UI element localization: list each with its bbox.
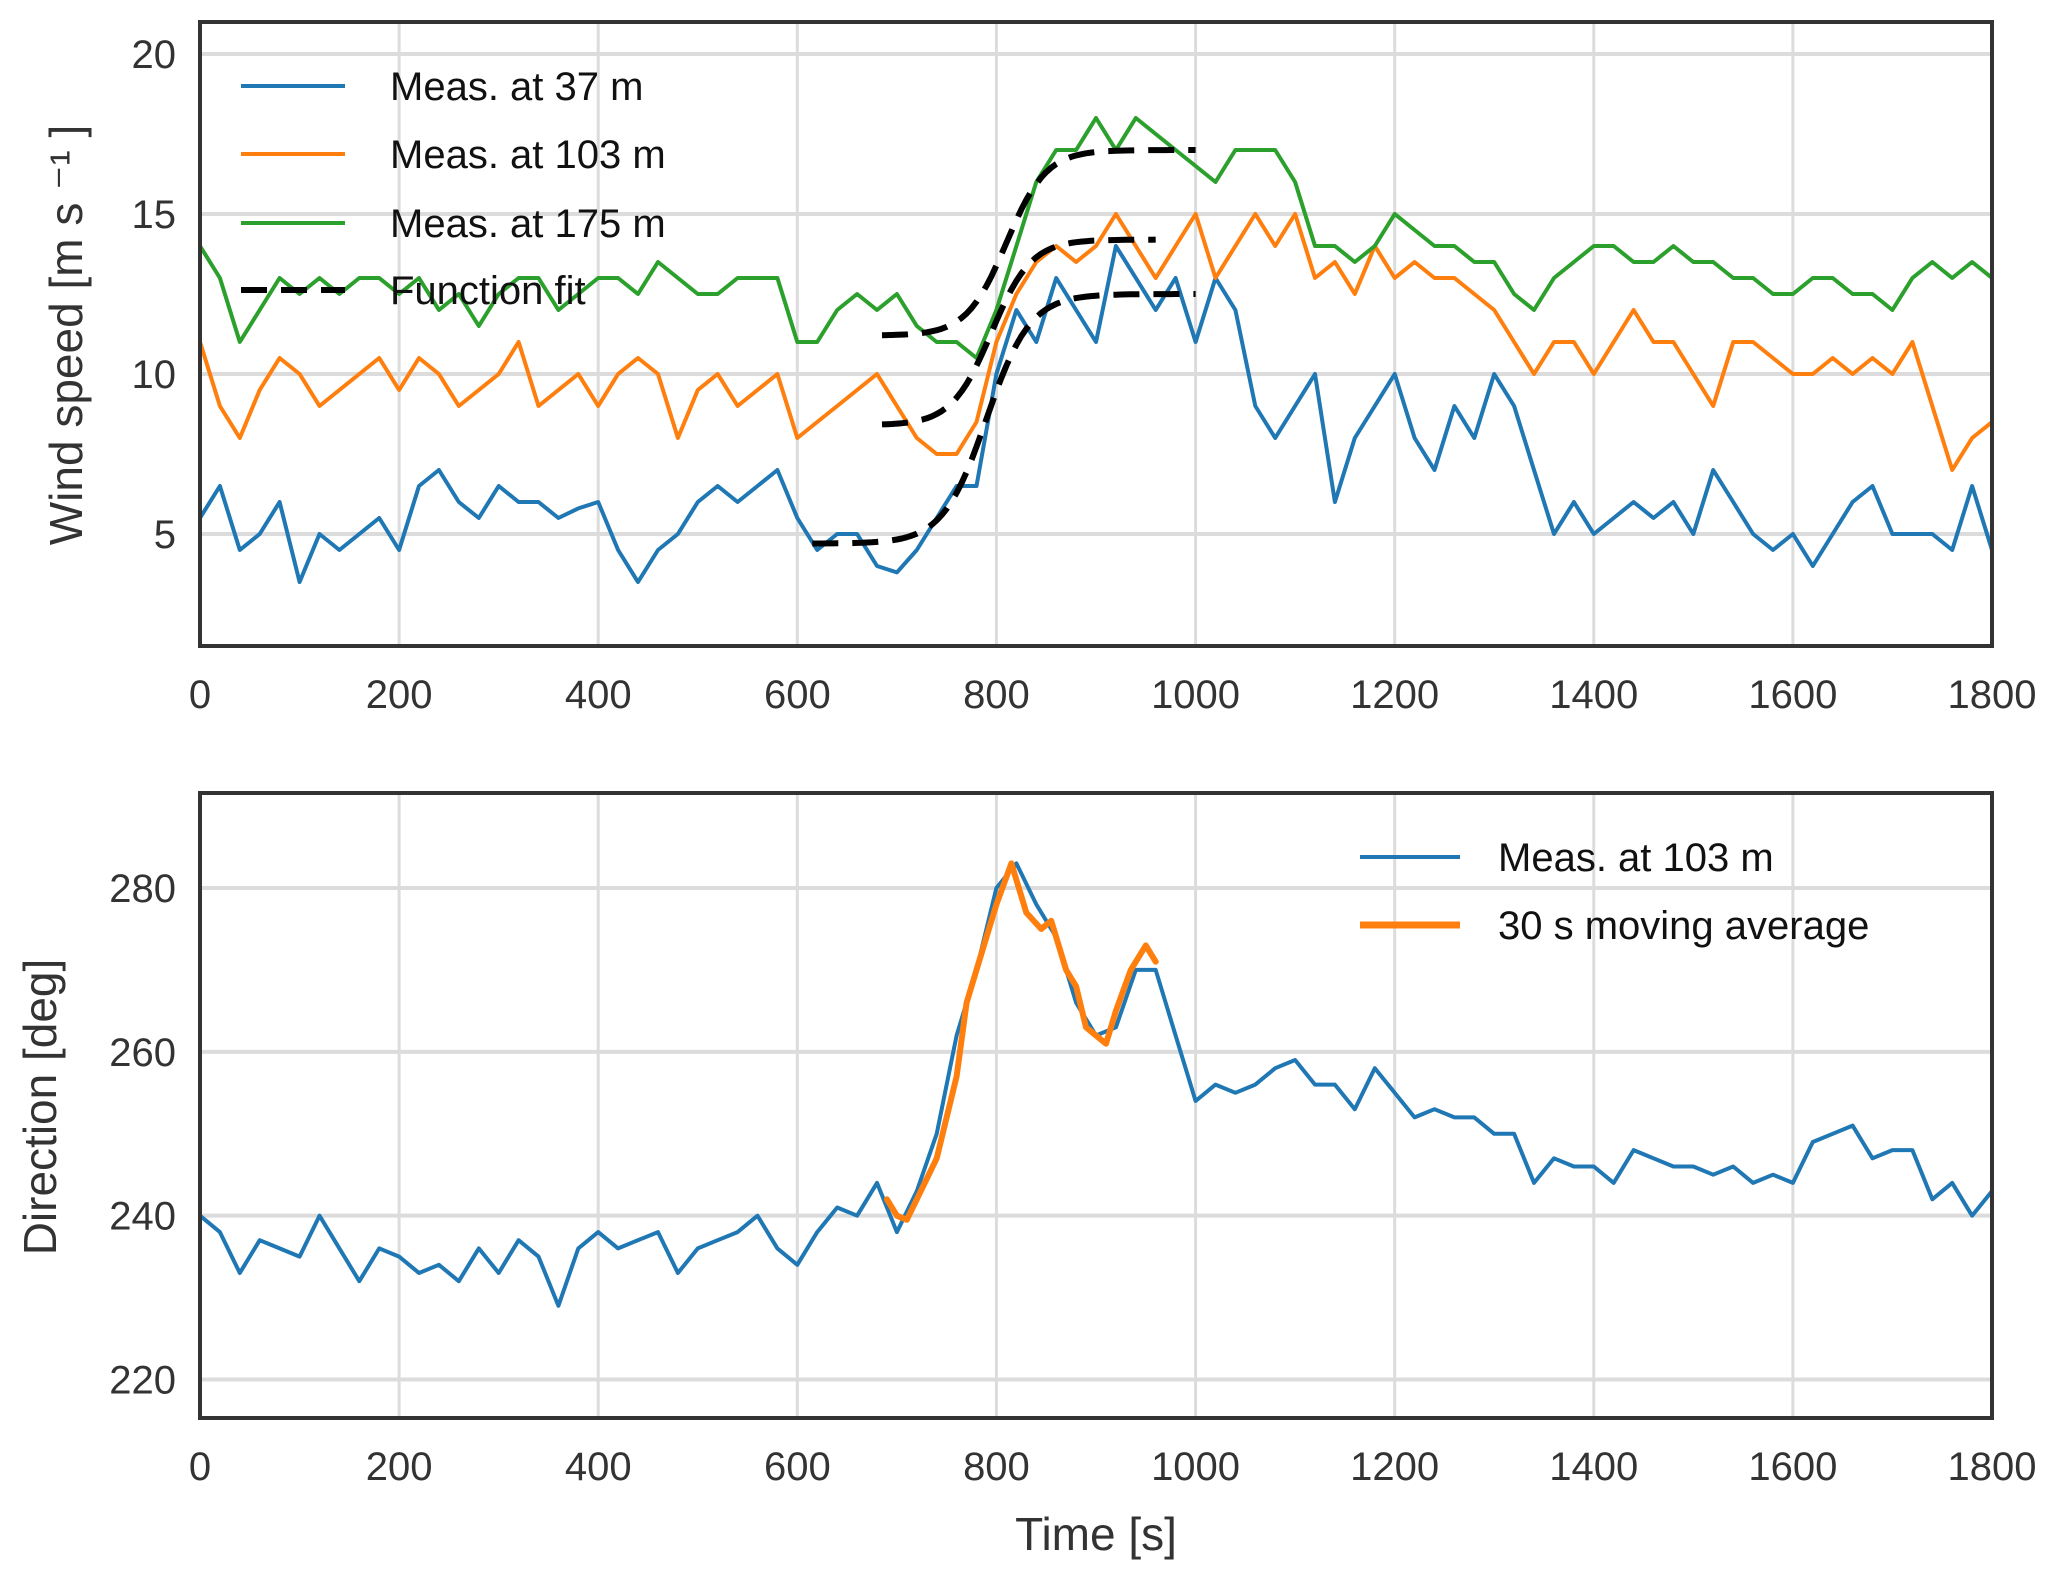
x-tick-label: 0 bbox=[189, 1445, 211, 1489]
plot-area bbox=[200, 116, 1992, 584]
axes-frame bbox=[198, 791, 1994, 1420]
legend-label: Meas. at 103 m bbox=[1498, 836, 1774, 880]
x-tick-label: 1400 bbox=[1549, 1445, 1638, 1489]
legend-label: 30 s moving average bbox=[1498, 904, 1869, 948]
y-tick-label: 280 bbox=[109, 867, 176, 911]
legend-label: Function fit bbox=[390, 269, 586, 313]
function-fit-curve bbox=[881, 147, 1196, 339]
series-line-103m bbox=[200, 212, 1992, 472]
x-tick-label: 800 bbox=[963, 1445, 1030, 1489]
x-tick-label: 200 bbox=[366, 1445, 433, 1489]
y-tick-label: 20 bbox=[132, 33, 177, 77]
y-tick-label: 10 bbox=[132, 353, 177, 397]
function-fit-curve bbox=[881, 236, 1156, 428]
x-tick-label: 1000 bbox=[1151, 673, 1240, 717]
x-tick-label: 1800 bbox=[1948, 673, 2037, 717]
x-tick-label: 400 bbox=[565, 673, 632, 717]
plot-area bbox=[200, 860, 1992, 1308]
function-fit-curve bbox=[812, 291, 1196, 547]
legend-label: Meas. at 175 m bbox=[390, 202, 666, 246]
y-tick-label: 5 bbox=[154, 513, 176, 557]
y-tick-label: 260 bbox=[109, 1031, 176, 1075]
legend-label: Meas. at 103 m bbox=[390, 133, 666, 177]
axes-frame bbox=[198, 20, 1994, 648]
x-tick-label: 1200 bbox=[1350, 1445, 1439, 1489]
x-tick-label: 400 bbox=[565, 1445, 632, 1489]
moving-average-line bbox=[883, 860, 1159, 1223]
legend-label: Meas. at 37 m bbox=[390, 65, 643, 109]
x-tick-label: 1200 bbox=[1350, 673, 1439, 717]
y-tick-label: 15 bbox=[132, 193, 177, 237]
x-tick-label: 600 bbox=[764, 1445, 831, 1489]
series-line-175m bbox=[200, 116, 1992, 360]
y-axis-label: Direction [deg] bbox=[14, 959, 66, 1256]
x-tick-label: 200 bbox=[366, 673, 433, 717]
direction-axes: 0 200 400 600 800 1000 1200 1400 1600 1800 220 240 2… bbox=[14, 791, 2037, 1560]
x-tick-label: 1600 bbox=[1748, 673, 1837, 717]
x-axis-label: Time [s] bbox=[1015, 1508, 1177, 1560]
x-tick-label: 800 bbox=[963, 673, 1030, 717]
x-tick-label: 1000 bbox=[1151, 1445, 1240, 1489]
x-tick-label: 0 bbox=[189, 673, 211, 717]
x-tick-label: 1600 bbox=[1748, 1445, 1837, 1489]
wind-speed-axes: 0 200 400 600 800 1000 1200 1400 1600 1800 5 10 15 20… bbox=[40, 20, 2037, 717]
series-line-37m bbox=[200, 244, 1992, 584]
x-tick-label: 1800 bbox=[1948, 1445, 2037, 1489]
y-tick-label: 220 bbox=[109, 1359, 176, 1403]
y-axis-label: Wind speed [m s ⁻¹ ] bbox=[40, 125, 92, 546]
y-tick-label: 240 bbox=[109, 1195, 176, 1239]
x-tick-label: 1400 bbox=[1549, 673, 1638, 717]
x-tick-label: 600 bbox=[764, 673, 831, 717]
